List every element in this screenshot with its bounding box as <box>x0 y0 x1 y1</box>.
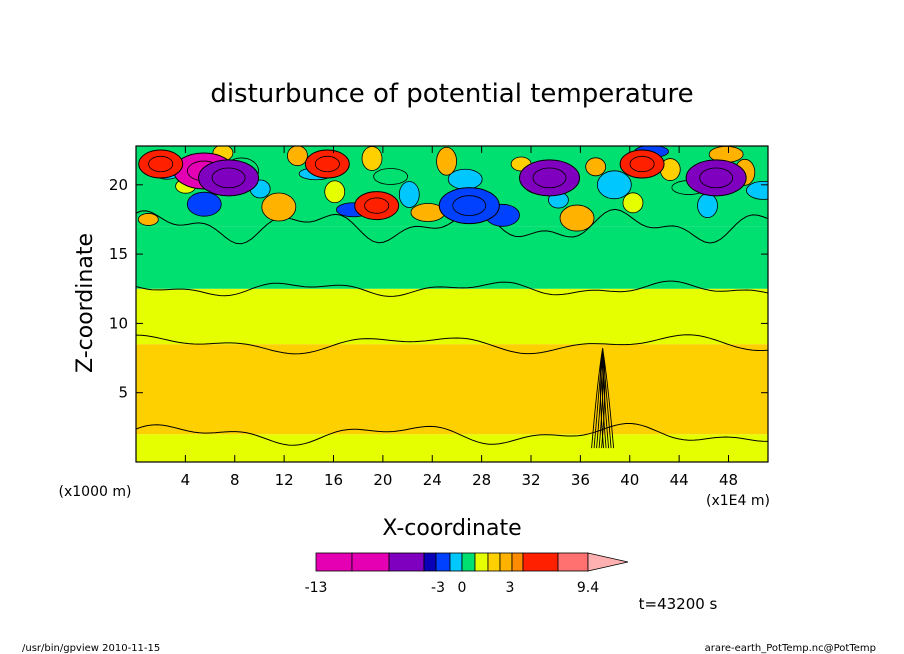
feature-1 <box>198 159 260 197</box>
x-unit-label: (x1000 m) <box>59 484 132 500</box>
feature-2 <box>138 149 184 179</box>
x-tick-label: 32 <box>521 471 540 489</box>
x-tick-label: 48 <box>719 471 738 489</box>
contour-blob <box>585 157 607 177</box>
contour-line <box>136 423 768 446</box>
x-tick-label: 8 <box>230 471 240 489</box>
band-0 <box>136 434 768 462</box>
contour-blob <box>287 146 308 167</box>
band-1 <box>136 344 768 435</box>
contour-blob <box>559 204 595 232</box>
band-3 <box>136 226 768 289</box>
colorbar-tick-label: 0 <box>458 580 467 596</box>
feature-8-inner-contour <box>452 195 487 216</box>
feature-9-contour <box>601 348 615 449</box>
contour-blob <box>261 192 297 222</box>
contour-blob <box>697 193 718 218</box>
colorbar-extension-arrow <box>587 552 629 572</box>
feature-5-inner-contour <box>532 167 567 189</box>
colorbar-segment <box>461 552 476 572</box>
feature-2-inner-contour <box>148 155 174 173</box>
feature-7 <box>685 159 747 197</box>
colorbar-tick-label: -13 <box>305 580 328 596</box>
feature-6-inner-contour <box>629 155 655 173</box>
chart-title: disturbunce of potential temperature <box>210 79 693 109</box>
colorbar-segment <box>423 552 437 572</box>
band-2 <box>136 288 768 345</box>
y-axis-ticks: 5 10 15 20 <box>109 176 768 402</box>
colorbar-segment <box>522 552 559 572</box>
contour-blob <box>596 170 632 200</box>
colorbar-segment <box>511 552 524 572</box>
colorbar-tick-label: -3 <box>431 580 445 596</box>
colorbar-segment <box>499 552 513 572</box>
feature-8 <box>438 187 500 225</box>
y-tick-label: 15 <box>109 245 128 263</box>
colorbar-segment <box>487 552 501 572</box>
contour-blob <box>186 191 222 217</box>
feature-4 <box>354 191 400 221</box>
x-tick-label: 12 <box>275 471 294 489</box>
x-tick-label: 44 <box>670 471 689 489</box>
x-tick-label: 24 <box>423 471 442 489</box>
colorbar-tick-label: 9.4 <box>577 580 599 596</box>
feature-6 <box>619 149 665 179</box>
colorbar-segment <box>474 552 489 572</box>
feature-7-inner-contour <box>699 167 734 189</box>
contour-blob <box>746 180 768 200</box>
contour-blob <box>447 168 483 190</box>
colorbar-segment <box>557 552 589 572</box>
colorbar-segment <box>351 552 390 572</box>
y-tick-label: 10 <box>109 314 128 332</box>
contour-blob <box>137 213 159 226</box>
contour-blob <box>324 180 346 204</box>
y-tick-label: 20 <box>109 176 128 194</box>
contour-blob <box>373 168 409 185</box>
feature-1-inner-contour <box>211 167 246 189</box>
footer-right: arare-earth_PotTemp.nc@PotTemp <box>705 643 876 654</box>
colorbar-segment <box>435 552 451 572</box>
x-tick-label: 4 <box>181 471 191 489</box>
contour-line <box>136 208 768 245</box>
x-tick-label: 20 <box>373 471 392 489</box>
contour-blob <box>436 146 457 176</box>
time-label: t=43200 s <box>639 595 718 613</box>
colorbar-segment <box>388 552 425 572</box>
feature-4-inner-contour <box>364 197 390 214</box>
feature-3 <box>304 149 350 179</box>
plot-border <box>135 145 769 463</box>
colorbar-labels: -13 -3 0 3 9.4 <box>305 580 600 596</box>
contour-blob <box>622 192 644 214</box>
x-tick-label: 16 <box>324 471 343 489</box>
x-tick-label: 28 <box>472 471 491 489</box>
colorbar-segment <box>449 552 463 572</box>
y-tick-label: 5 <box>118 384 128 402</box>
contour-blob <box>398 181 420 208</box>
contour-line <box>136 334 768 355</box>
y-axis-label: Z-coordinate <box>73 233 98 373</box>
x-axis-label: X-coordinate <box>382 516 521 541</box>
x-axis-ticks: 4 8 12 16 20 24 28 32 36 40 44 48 <box>181 146 738 489</box>
footer-left: /usr/bin/gpview 2010-11-15 <box>22 643 160 654</box>
x-tick-label: 40 <box>620 471 639 489</box>
colorbar-segment <box>315 552 353 572</box>
feature-3-inner-contour <box>314 155 340 173</box>
feature-5 <box>519 159 581 197</box>
plot-area <box>136 146 768 462</box>
colorbar <box>315 552 629 572</box>
x-scale-note: (x1E4 m) <box>706 493 770 509</box>
plot-frame <box>135 145 769 463</box>
contour-blob <box>361 146 383 171</box>
colorbar-tick-label: 3 <box>506 580 515 596</box>
contour-line <box>136 280 768 297</box>
x-tick-label: 36 <box>571 471 590 489</box>
